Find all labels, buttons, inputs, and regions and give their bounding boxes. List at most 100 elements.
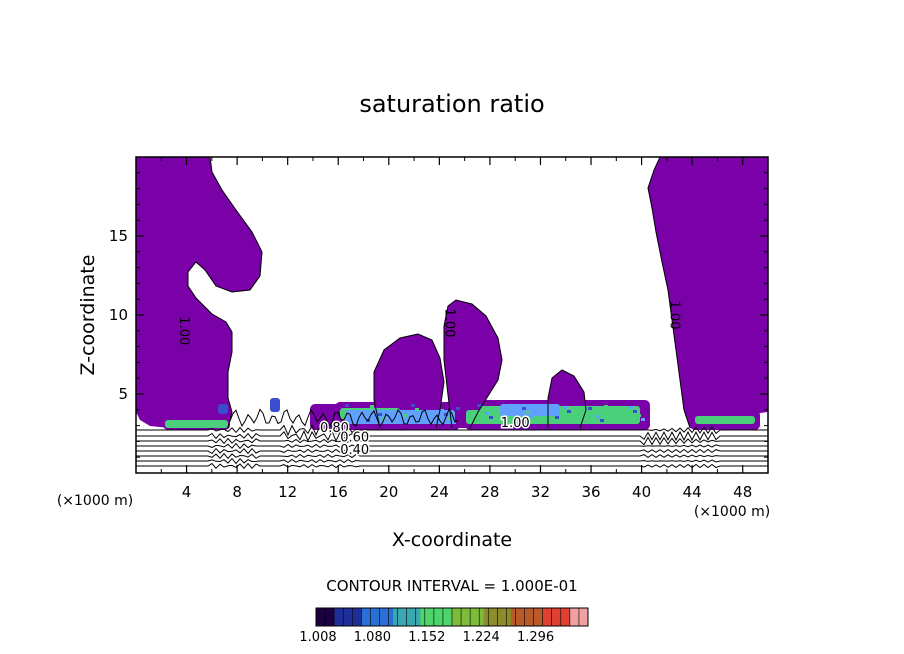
left-cloud-outline: [187, 157, 263, 429]
colorbar-tick-label: 1.224: [463, 630, 500, 645]
contour-labels: 1.00 1.00 1.00 1.00 0.800.600.40: [176, 301, 682, 460]
supersaturation-speck: [489, 416, 493, 419]
colorbar-swatch: [316, 608, 322, 626]
colorbar-swatch: [529, 608, 535, 626]
supersaturation-speck: [530, 415, 534, 418]
y-tick-label: 5: [118, 385, 128, 403]
supersaturation-speck: [600, 419, 604, 422]
colorbar-swatch: [424, 608, 430, 626]
colorbar-swatch: [497, 608, 503, 626]
colorbar-swatch: [524, 608, 530, 626]
contour-line: [136, 442, 768, 450]
colorbar-swatch: [429, 608, 435, 626]
center-cloud-outline: [443, 299, 503, 429]
supersaturation-speck: [596, 415, 600, 418]
colorbar-swatch: [551, 608, 557, 626]
colorbar-swatch: [542, 608, 548, 626]
contour-label: 1.00: [442, 308, 457, 337]
region-outlines: [187, 157, 691, 429]
supersaturation-speck: [378, 413, 382, 416]
supersaturation-speck: [485, 412, 489, 415]
supersaturation-blob: [695, 416, 755, 424]
contour-line: [136, 436, 768, 446]
x-tick-label: 20: [379, 483, 398, 501]
colorbar-frame: [315, 607, 589, 627]
supersaturation-speck: [370, 405, 374, 408]
colorbar-swatch: [565, 608, 571, 626]
colorbar-swatch: [470, 608, 476, 626]
x-tick-label: 32: [531, 483, 550, 501]
colorbar-swatch: [506, 608, 512, 626]
x-tick-label: 24: [430, 483, 449, 501]
colorbar-tick-label: 1.152: [408, 630, 445, 645]
colorbar-swatch: [465, 608, 471, 626]
z-unit-label: (×1000 m): [57, 493, 133, 509]
contour-line: [136, 457, 768, 465]
plot-area: 1.00 1.00 1.00 1.00 0.800.600.40: [136, 157, 768, 473]
colorbar-swatch: [356, 608, 362, 626]
colorbar-swatch: [361, 608, 367, 626]
colorbar-swatch: [569, 608, 575, 626]
supersaturation-speck: [592, 411, 596, 414]
contour-line: [136, 423, 768, 437]
chart-title: saturation ratio: [359, 90, 544, 118]
supersaturation-speck: [563, 406, 567, 409]
supersaturation-speck: [567, 410, 571, 413]
supersaturation-blob: [218, 404, 228, 414]
supersaturation-speck: [514, 417, 518, 420]
contour-label: 1.00: [667, 301, 682, 330]
x-tick-label: 12: [278, 483, 297, 501]
x-axis-label: X-coordinate: [392, 529, 512, 551]
supersaturation-speck: [448, 417, 452, 420]
right-cloud-region: [648, 157, 768, 428]
colorbar-swatch: [438, 608, 444, 626]
supersaturation-speck: [481, 408, 485, 411]
x-tick-label: 36: [581, 483, 600, 501]
colorbar-swatch: [343, 608, 349, 626]
colorbar-swatch: [492, 608, 498, 626]
colorbar-swatch: [474, 608, 480, 626]
y-tick-label: 15: [109, 227, 128, 245]
colorbar-swatch: [411, 608, 417, 626]
colorbar-swatch: [510, 608, 516, 626]
colorbar-swatch: [334, 608, 340, 626]
supersaturation-speck: [604, 405, 608, 408]
colorbar-swatch: [461, 608, 467, 626]
supersaturation-speck: [518, 421, 522, 424]
y-tick-label: 10: [109, 306, 128, 324]
contour-line: [136, 462, 768, 470]
colorbar-swatch: [520, 608, 526, 626]
supersaturation-speck: [345, 404, 349, 407]
supersaturation-blob: [165, 420, 228, 428]
y-axis-label: Z-coordinate: [77, 255, 99, 376]
supersaturation-blob: [500, 404, 560, 416]
contour-label: 1.00: [501, 416, 530, 431]
supersaturation-speck: [559, 420, 563, 423]
supersaturation-speck: [444, 413, 448, 416]
contour-line: [136, 429, 768, 443]
colorbar-swatch: [479, 608, 485, 626]
colorbar-swatch: [379, 608, 385, 626]
contour-label: 0.80: [320, 421, 349, 436]
colorbar-swatch: [533, 608, 539, 626]
x-unit-label: (×1000 m): [694, 504, 770, 520]
colorbar-swatch: [452, 608, 458, 626]
colorbar-swatch: [583, 608, 589, 626]
contour-interval-text: CONTOUR INTERVAL = 1.000E-01: [326, 577, 577, 595]
colorbar-swatch: [347, 608, 353, 626]
center-left-cloud-outline: [373, 333, 445, 429]
colorbar-swatch: [574, 608, 580, 626]
colorbar-swatch: [456, 608, 462, 626]
colorbar-swatch: [388, 608, 394, 626]
left-cloud-region: [136, 157, 262, 428]
supersaturation-speck: [411, 404, 415, 407]
supersaturation-speck: [493, 420, 497, 423]
x-tick-label: 40: [632, 483, 651, 501]
contour-line-upper: [229, 408, 459, 428]
colorbar-swatch: [397, 608, 403, 626]
supersaturation-blob: [270, 398, 280, 412]
colorbar-swatch: [365, 608, 371, 626]
colorbar-swatch: [370, 608, 376, 626]
